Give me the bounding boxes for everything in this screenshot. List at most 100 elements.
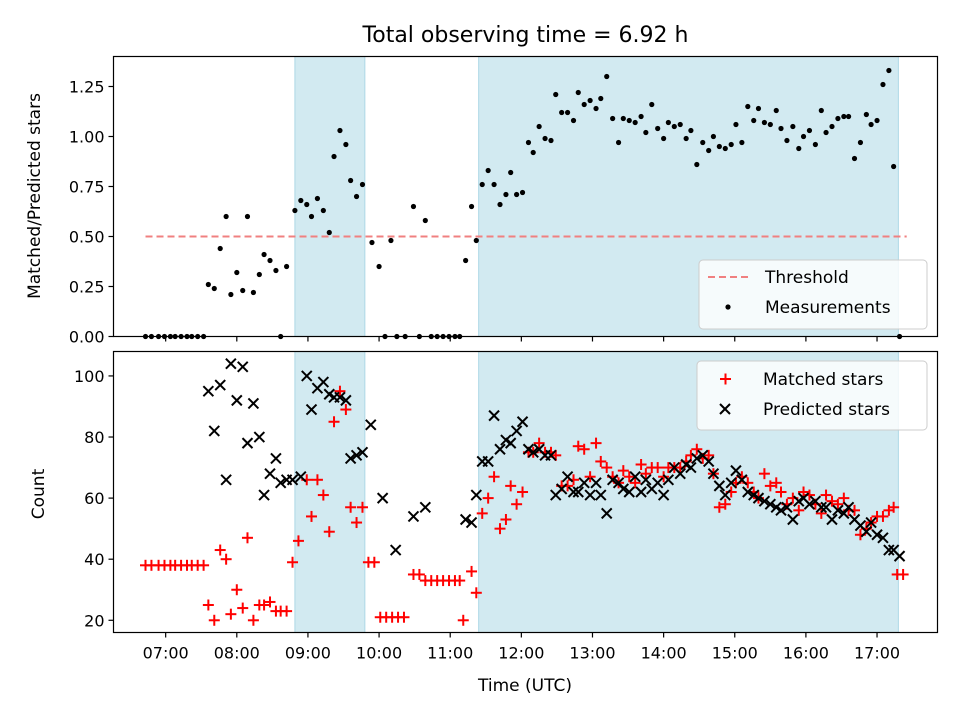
predicted-star-point: [527, 446, 539, 459]
x-tick-label: 14:00: [641, 644, 687, 663]
measurement-point: [261, 251, 267, 258]
measurement-point: [491, 181, 497, 188]
predicted-star-point: [623, 486, 635, 498]
predicted-star-point: [465, 516, 478, 529]
measurement-point: [388, 237, 394, 244]
matched-star-point: [281, 605, 293, 617]
measurement-point: [874, 117, 880, 124]
predicted-star-point: [334, 391, 346, 404]
matched-star-point: [832, 498, 844, 510]
predicted-star-point: [344, 452, 357, 465]
measurement-point: [593, 105, 599, 112]
measurement-point: [710, 133, 717, 140]
matched-star-point: [623, 471, 635, 483]
y-tick-label: 0.00: [69, 328, 105, 347]
measurement-point: [514, 191, 520, 198]
measurement-point: [823, 129, 829, 136]
measurement-point: [694, 161, 700, 168]
predicted-star-point: [702, 455, 715, 468]
measurement-point: [369, 239, 375, 246]
measurement-point: [745, 103, 751, 110]
measurement-point: [519, 189, 526, 196]
measurement-point: [761, 119, 768, 126]
predicted-star-point: [719, 489, 731, 501]
measurement-point: [326, 229, 332, 236]
predicted-star-point: [301, 370, 313, 382]
measurement-point: [610, 115, 616, 122]
y-tick-label: 1.25: [69, 78, 105, 97]
predicted-star-point: [208, 425, 220, 437]
measurement-point: [228, 291, 234, 298]
predicted-star-point: [685, 461, 697, 474]
measurement-point: [353, 193, 360, 200]
predicted-star-point: [758, 495, 771, 507]
y-tick-label: 80: [84, 428, 104, 447]
measurement-point: [755, 105, 762, 112]
measurement-point: [751, 117, 757, 124]
bottom-panel-frame: [112, 350, 939, 634]
measurement-point: [479, 181, 485, 188]
predicted-star-point: [214, 379, 226, 391]
predicted-star-point: [842, 501, 855, 513]
matched-star-point: [775, 486, 787, 498]
predicted-star-point: [877, 532, 889, 544]
observing-window-shade: [294, 56, 366, 337]
legend-measurement-swatch: [725, 304, 731, 310]
measurement-point: [581, 101, 587, 108]
measurement-point: [868, 121, 874, 128]
matched-star-point: [258, 599, 270, 611]
measurement-point: [728, 141, 734, 148]
measurement-point: [587, 97, 593, 104]
matched-star-point: [505, 480, 517, 492]
measurement-point: [536, 123, 542, 130]
predicted-star-point: [419, 501, 432, 513]
matched-star-point: [334, 385, 346, 397]
matched-star-point: [758, 468, 770, 480]
predicted-star-point: [504, 437, 517, 449]
matched-star-point: [323, 526, 335, 538]
matched-star-point: [533, 437, 545, 449]
y-tick-label: 0.25: [69, 278, 105, 297]
legend-frame: [696, 360, 928, 431]
matched-star-point: [838, 492, 850, 504]
predicted-star-point: [871, 529, 883, 541]
matched-star-point: [305, 510, 317, 522]
predicted-star-point: [407, 510, 420, 523]
predicted-star-point: [231, 394, 243, 407]
measurement-point: [485, 167, 491, 174]
predicted-star-point: [572, 486, 584, 498]
matched-star-point: [470, 587, 482, 599]
predicted-star-point: [781, 501, 793, 513]
matched-star-point: [494, 523, 506, 535]
measurement-point: [739, 139, 745, 146]
matched-star-point: [511, 498, 523, 510]
predicted-star-point: [707, 467, 720, 480]
predicted-star-point: [567, 486, 580, 498]
predicted-star-point: [713, 480, 726, 492]
measurement-point: [722, 145, 728, 152]
predicted-star-point: [775, 504, 787, 517]
predicted-star-point: [606, 474, 619, 486]
measurement-point: [800, 133, 807, 140]
y-tick-label: 1.00: [69, 128, 105, 147]
matched-star-point: [466, 565, 478, 577]
measurement-point: [468, 203, 475, 210]
figure-title: Total observing time = 6.92 h: [362, 23, 689, 48]
predicted-star-point: [317, 376, 330, 388]
predicted-star-point: [220, 474, 232, 486]
predicted-star-point: [376, 492, 389, 504]
measurement-point: [851, 155, 858, 162]
measurement-point: [292, 207, 298, 214]
measurement-point: [671, 123, 677, 130]
measurement-point: [632, 119, 638, 126]
predicted-star-point: [629, 471, 641, 483]
matched-star-point: [214, 544, 226, 556]
matched-star-point: [764, 480, 776, 492]
predicted-star-point: [258, 489, 270, 501]
measurement-point: [542, 135, 548, 142]
predicted-star-point: [494, 443, 506, 455]
predicted-star-point: [595, 489, 607, 501]
predicted-star-point: [237, 361, 249, 373]
matched-star-point: [351, 517, 363, 529]
measurement-point: [570, 117, 577, 124]
